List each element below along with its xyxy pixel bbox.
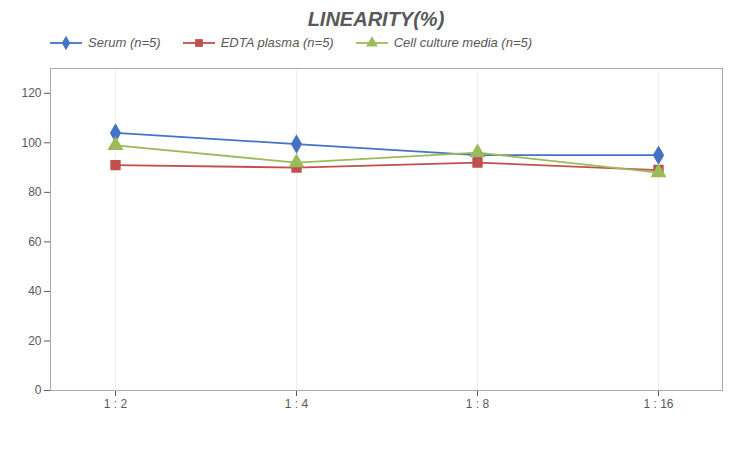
svg-text:1 : 2: 1 : 2 <box>104 397 128 411</box>
svg-text:60: 60 <box>28 235 42 249</box>
svg-text:1 : 8: 1 : 8 <box>466 397 490 411</box>
html-text:Serum (n=5): Serum (n=5) <box>88 35 161 50</box>
html-text:Cell culture media (n=5): Cell culture media (n=5) <box>393 35 533 50</box>
svg-text:20: 20 <box>28 334 42 348</box>
svg-text:40: 40 <box>28 284 42 298</box>
svg-text:120: 120 <box>21 86 41 100</box>
svg-text:1 : 16: 1 : 16 <box>643 397 673 411</box>
html-text:EDTA plasma (n=5): EDTA plasma (n=5) <box>220 35 334 50</box>
svg-text:1 : 4: 1 : 4 <box>285 397 309 411</box>
svg-text:0: 0 <box>35 383 42 397</box>
svg-text:100: 100 <box>21 136 41 150</box>
svg-text:80: 80 <box>28 185 42 199</box>
html-text:LINEARITY(%): LINEARITY(%) <box>307 8 445 30</box>
